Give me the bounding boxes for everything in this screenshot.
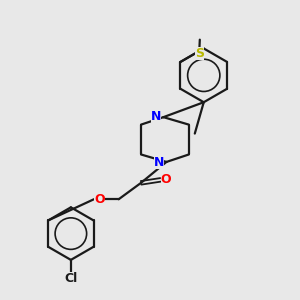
Text: N: N <box>151 110 161 123</box>
Text: Cl: Cl <box>64 272 77 285</box>
Text: O: O <box>160 173 171 186</box>
Text: N: N <box>154 156 164 169</box>
Text: S: S <box>195 47 204 60</box>
Text: O: O <box>94 193 104 206</box>
